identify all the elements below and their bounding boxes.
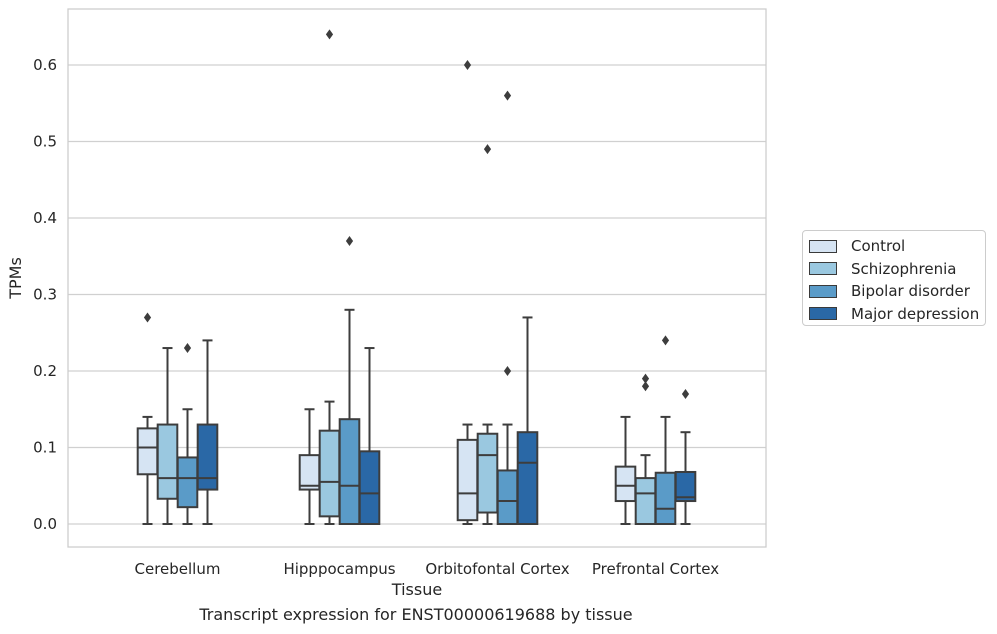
legend-label: Schizophrenia	[851, 259, 957, 278]
outlier-point	[143, 312, 152, 323]
outlier-point	[661, 335, 670, 346]
x-tick-label: Prefrontal Cortex	[592, 560, 719, 578]
legend-swatch	[809, 284, 837, 298]
outlier-point	[641, 381, 650, 392]
legend-swatch	[809, 239, 837, 253]
box-iqr	[456, 438, 479, 522]
box-bipolar-disorder	[654, 335, 677, 525]
figure-caption: Transcript expression for ENST0000061968…	[199, 605, 633, 624]
box-major-depression	[674, 388, 697, 525]
box-bipolar-disorder	[338, 235, 361, 526]
y-tick-label: 0.1	[33, 439, 57, 457]
legend-label: Major depression	[851, 304, 980, 323]
box-major-depression	[516, 316, 539, 526]
y-axis-title: TPMs	[6, 257, 25, 300]
outlier-point	[483, 144, 492, 155]
x-tick-label: Hipppocampus	[283, 560, 395, 578]
y-tick-label: 0.5	[33, 133, 57, 151]
y-tick-label: 0.3	[33, 286, 57, 304]
y-tick-label: 0.0	[33, 515, 57, 533]
outlier-point	[463, 60, 472, 70]
x-tick-label: Orbitofontal Cortex	[425, 560, 569, 578]
box-control	[136, 312, 159, 525]
legend-label: Bipolar disorder	[851, 282, 970, 301]
box-schizophrenia	[318, 29, 341, 525]
y-tick-label: 0.6	[33, 56, 57, 74]
box-iqr	[196, 423, 219, 491]
x-axis-title: Tissue	[391, 580, 442, 599]
box-iqr	[318, 429, 341, 518]
outlier-point	[681, 388, 690, 399]
legend-item: Bipolar disorder	[809, 280, 985, 303]
legend: Control Schizophrenia Bipolar disorder Majo…	[802, 230, 986, 326]
outlier-point	[183, 343, 192, 354]
box-iqr	[176, 456, 199, 509]
outlier-point	[325, 29, 334, 40]
outlier-point	[345, 235, 354, 246]
box-schizophrenia	[476, 144, 499, 525]
plot-area-frame	[67, 8, 767, 548]
y-tick-label: 0.4	[33, 209, 57, 227]
box-iqr	[614, 465, 637, 503]
box-major-depression	[196, 339, 219, 525]
legend-swatch	[809, 262, 837, 276]
box-schizophrenia	[634, 373, 657, 526]
legend-item: Major depression	[809, 303, 985, 326]
legend-item: Control	[809, 235, 985, 258]
box-iqr	[156, 423, 179, 500]
gridlines	[68, 64, 766, 525]
y-tick-labels: 0.0 0.1 0.2 0.3 0.4 0.5 0.6	[33, 56, 57, 533]
box-bipolar-disorder	[496, 90, 519, 526]
legend-item: Schizophrenia	[809, 258, 985, 281]
box-bipolar-disorder	[176, 343, 199, 525]
box-control	[614, 415, 637, 525]
box-control	[298, 408, 321, 525]
box-iqr	[476, 432, 499, 514]
box-schizophrenia	[156, 347, 179, 525]
box-iqr	[654, 471, 677, 525]
box-iqr	[136, 427, 159, 476]
boxes-layer	[136, 29, 697, 526]
box-major-depression	[358, 347, 381, 526]
box-iqr	[516, 431, 539, 526]
outlier-point	[641, 373, 650, 384]
outlier-point	[503, 366, 512, 376]
x-tick-labels: Cerebellum Hipppocampus Orbitofontal Corte…	[135, 560, 720, 578]
outlier-point	[503, 90, 512, 101]
box-iqr	[298, 454, 321, 491]
box-control	[456, 60, 479, 525]
box-iqr	[358, 450, 381, 526]
box-iqr	[496, 469, 519, 526]
x-tick-label: Cerebellum	[135, 560, 221, 578]
box-iqr	[634, 477, 657, 526]
legend-label: Control	[851, 237, 906, 256]
box-iqr	[338, 418, 361, 526]
box-iqr	[674, 470, 697, 503]
y-tick-label: 0.2	[33, 362, 57, 380]
legend-swatch	[809, 307, 837, 321]
